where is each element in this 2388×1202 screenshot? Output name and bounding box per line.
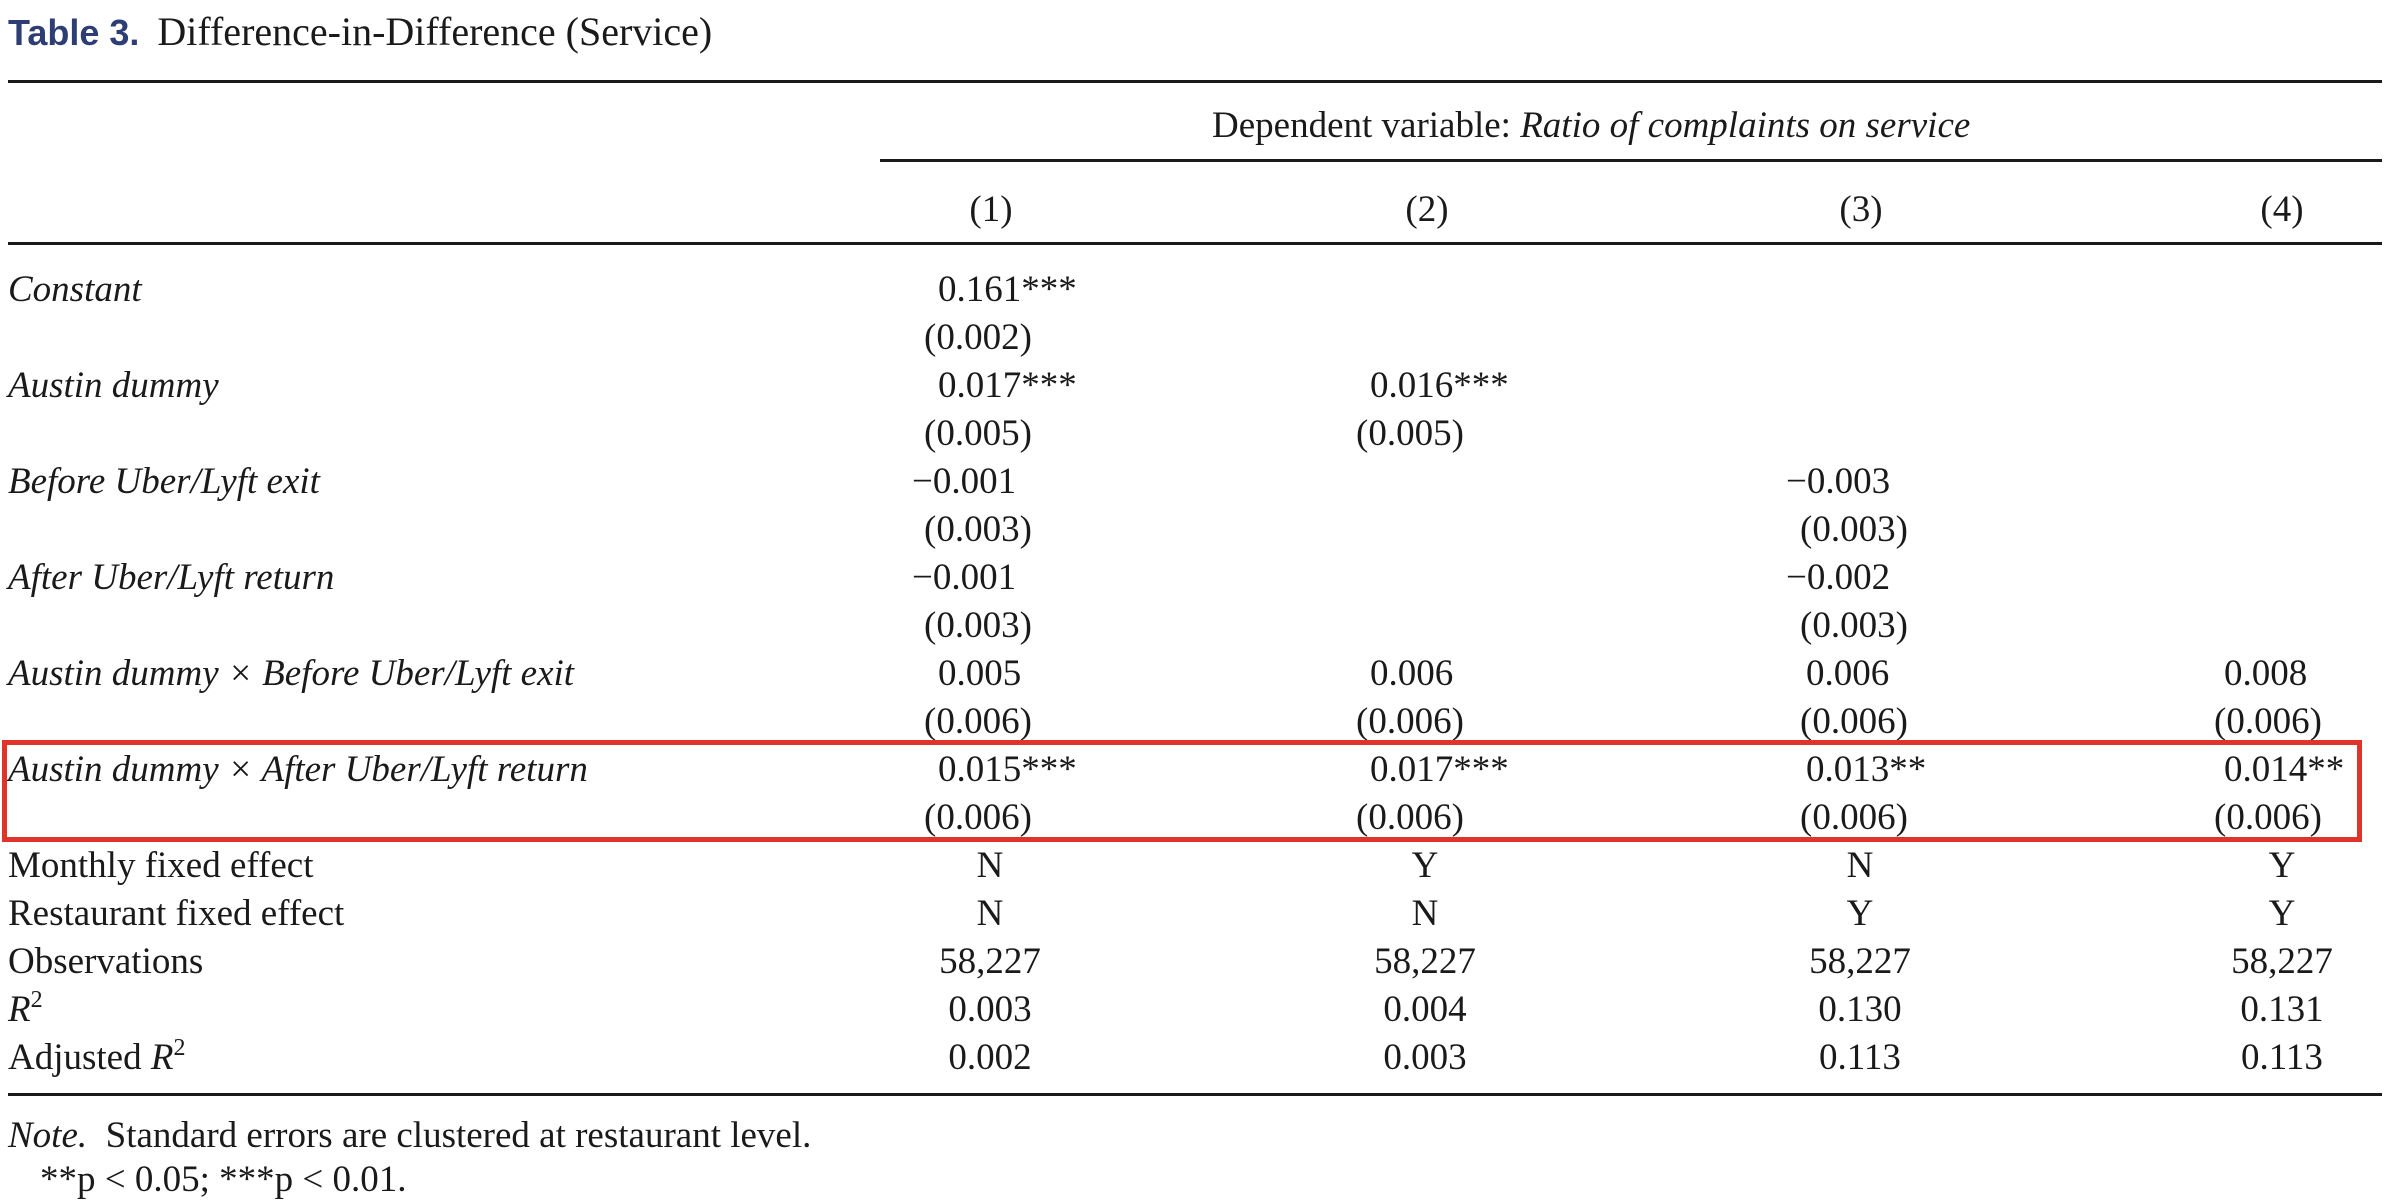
- coefficient-cell: 0.005: [938, 653, 1022, 694]
- standard-error-cell: (0.006): [1800, 701, 1908, 742]
- stat-cell: 0.130: [1818, 989, 1902, 1030]
- stat-cell: Y: [2268, 845, 2296, 886]
- stat-row-label: Restaurant fixed effect: [8, 893, 345, 934]
- stat-cell: 0.113: [1819, 1037, 1901, 1078]
- coefficient-cell: −0.002: [1786, 557, 1891, 598]
- table-title: Table 3. Difference-in-Difference (Servic…: [8, 6, 712, 58]
- row-label: Constant: [8, 269, 142, 310]
- coefficient-cell: −0.001: [912, 461, 1017, 502]
- stat-row-label: Observations: [8, 941, 204, 982]
- stat-cell: 58,227: [1374, 941, 1476, 982]
- stat-row-label: Adjusted R2: [8, 1036, 185, 1080]
- column-header-2: (2): [1405, 189, 1449, 230]
- table-number: Table 3.: [8, 12, 140, 53]
- stat-cell: Y: [1411, 845, 1439, 886]
- stat-cell: Y: [1846, 893, 1874, 934]
- stat-cell: 58,227: [939, 941, 1041, 982]
- standard-error-cell: (0.002): [924, 317, 1032, 358]
- coefficient-cell: 0.008: [2224, 653, 2308, 694]
- significance-text: **p < 0.05; ***p < 0.01.: [40, 1159, 407, 1200]
- standard-error-cell: (0.005): [924, 413, 1032, 454]
- row-label: Austin dummy: [8, 365, 219, 406]
- bottom-rule: [8, 1093, 2382, 1096]
- stat-label-text: R: [8, 989, 31, 1030]
- coefficient-cell: 0.015***: [938, 749, 1077, 790]
- stat-cell: 0.113: [2241, 1037, 2323, 1078]
- top-rule: [8, 80, 2382, 83]
- stat-cell: 0.003: [948, 989, 1032, 1030]
- dependent-variable-prefix: Dependent variable:: [1212, 105, 1521, 146]
- row-label: Austin dummy × Before Uber/Lyft exit: [8, 653, 575, 694]
- header-rule: [8, 242, 2382, 245]
- coefficient-cell: 0.161***: [938, 269, 1077, 310]
- table-caption: Difference-in-Difference (Service): [157, 9, 713, 54]
- row-label: Before Uber/Lyft exit: [8, 461, 320, 502]
- standard-error-cell: (0.003): [1800, 509, 1908, 550]
- dependent-variable-name: Ratio of complaints on service: [1520, 105, 1971, 146]
- standard-error-cell: (0.006): [1356, 701, 1464, 742]
- stat-row-label: R2: [8, 988, 43, 1032]
- coefficient-cell: 0.017***: [1370, 749, 1509, 790]
- coefficient-cell: 0.006: [1370, 653, 1454, 694]
- stat-cell: N: [1411, 893, 1439, 934]
- stat-cell: 0.003: [1383, 1037, 1467, 1078]
- stat-label-superscript: 2: [30, 987, 43, 1013]
- standard-error-cell: (0.006): [1800, 797, 1908, 838]
- coefficient-cell: 0.016***: [1370, 365, 1509, 406]
- coefficient-cell: 0.013**: [1806, 749, 1927, 790]
- column-header-3: (3): [1839, 189, 1883, 230]
- stat-cell: N: [1846, 845, 1874, 886]
- stat-cell: Y: [2268, 893, 2296, 934]
- stat-cell: N: [976, 845, 1004, 886]
- stat-cell: 58,227: [1809, 941, 1911, 982]
- stat-label-text: Adjusted R: [8, 1037, 174, 1078]
- note-prefix: Note.: [8, 1115, 88, 1156]
- stat-cell: N: [976, 893, 1004, 934]
- standard-error-cell: (0.006): [2214, 701, 2322, 742]
- coefficient-cell: 0.006: [1806, 653, 1890, 694]
- standard-error-cell: (0.005): [1356, 413, 1464, 454]
- coefficient-cell: −0.003: [1786, 461, 1891, 502]
- coefficient-cell: 0.014**: [2224, 749, 2345, 790]
- row-label: After Uber/Lyft return: [8, 557, 335, 598]
- coefficient-cell: 0.017***: [938, 365, 1077, 406]
- stat-cell: 0.002: [948, 1037, 1032, 1078]
- dependent-variable-header: Dependent variable: Ratio of complaints …: [1212, 104, 1970, 148]
- dependent-variable-rule: [880, 159, 2382, 162]
- r-symbol: R: [150, 1037, 174, 1078]
- standard-error-cell: (0.003): [1800, 605, 1908, 646]
- coefficient-cell: −0.001: [912, 557, 1017, 598]
- standard-error-cell: (0.003): [924, 605, 1032, 646]
- stat-row-label: Monthly fixed effect: [8, 845, 314, 886]
- standard-error-cell: (0.006): [924, 797, 1032, 838]
- row-label: Austin dummy × After Uber/Lyft return: [8, 749, 588, 790]
- column-header-1: (1): [969, 189, 1013, 230]
- standard-error-cell: (0.006): [924, 701, 1032, 742]
- stat-label-superscript: 2: [173, 1035, 186, 1061]
- standard-error-cell: (0.006): [2214, 797, 2322, 838]
- standard-error-cell: (0.006): [1356, 797, 1464, 838]
- standard-error-cell: (0.003): [924, 509, 1032, 550]
- stat-cell: 0.004: [1383, 989, 1467, 1030]
- table-note: Note. Standard errors are clustered at r…: [8, 1114, 811, 1158]
- stat-cell: 58,227: [2231, 941, 2333, 982]
- note-text: Standard errors are clustered at restaur…: [105, 1115, 812, 1156]
- stat-cell: 0.131: [2240, 989, 2324, 1030]
- column-header-4: (4): [2260, 189, 2304, 230]
- significance-note: **p < 0.05; ***p < 0.01.: [40, 1158, 407, 1202]
